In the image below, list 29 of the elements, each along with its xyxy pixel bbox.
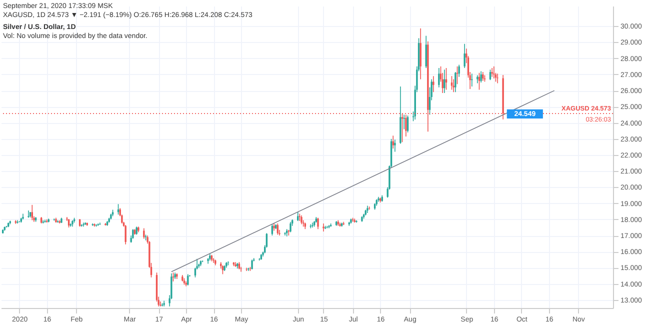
candlestick [290,221,292,233]
candlestick [480,70,482,83]
candlestick [185,281,187,287]
candlestick [444,69,446,94]
candlestick [31,204,33,221]
candlestick [312,222,314,228]
candlestick [496,73,498,84]
candlestick [212,258,214,264]
candlestick [248,267,250,272]
candlestick [124,224,126,245]
candlestick [493,66,495,79]
candlestick [491,68,493,78]
candlestick [28,210,30,218]
candlestick [328,224,330,229]
candlestick [234,262,236,268]
candlestick [464,43,466,68]
candlestick [452,78,454,93]
candlestick [432,76,434,93]
candlestick [82,222,84,228]
candlestick [251,259,253,270]
candlestick [489,69,492,80]
candlestick [322,223,324,232]
candlestick [132,228,134,240]
candlestick [246,267,248,272]
candlestick [406,115,409,133]
candlestick [438,68,440,88]
candlestick [317,217,319,230]
candlestick [394,139,396,152]
candlestick [143,228,145,240]
